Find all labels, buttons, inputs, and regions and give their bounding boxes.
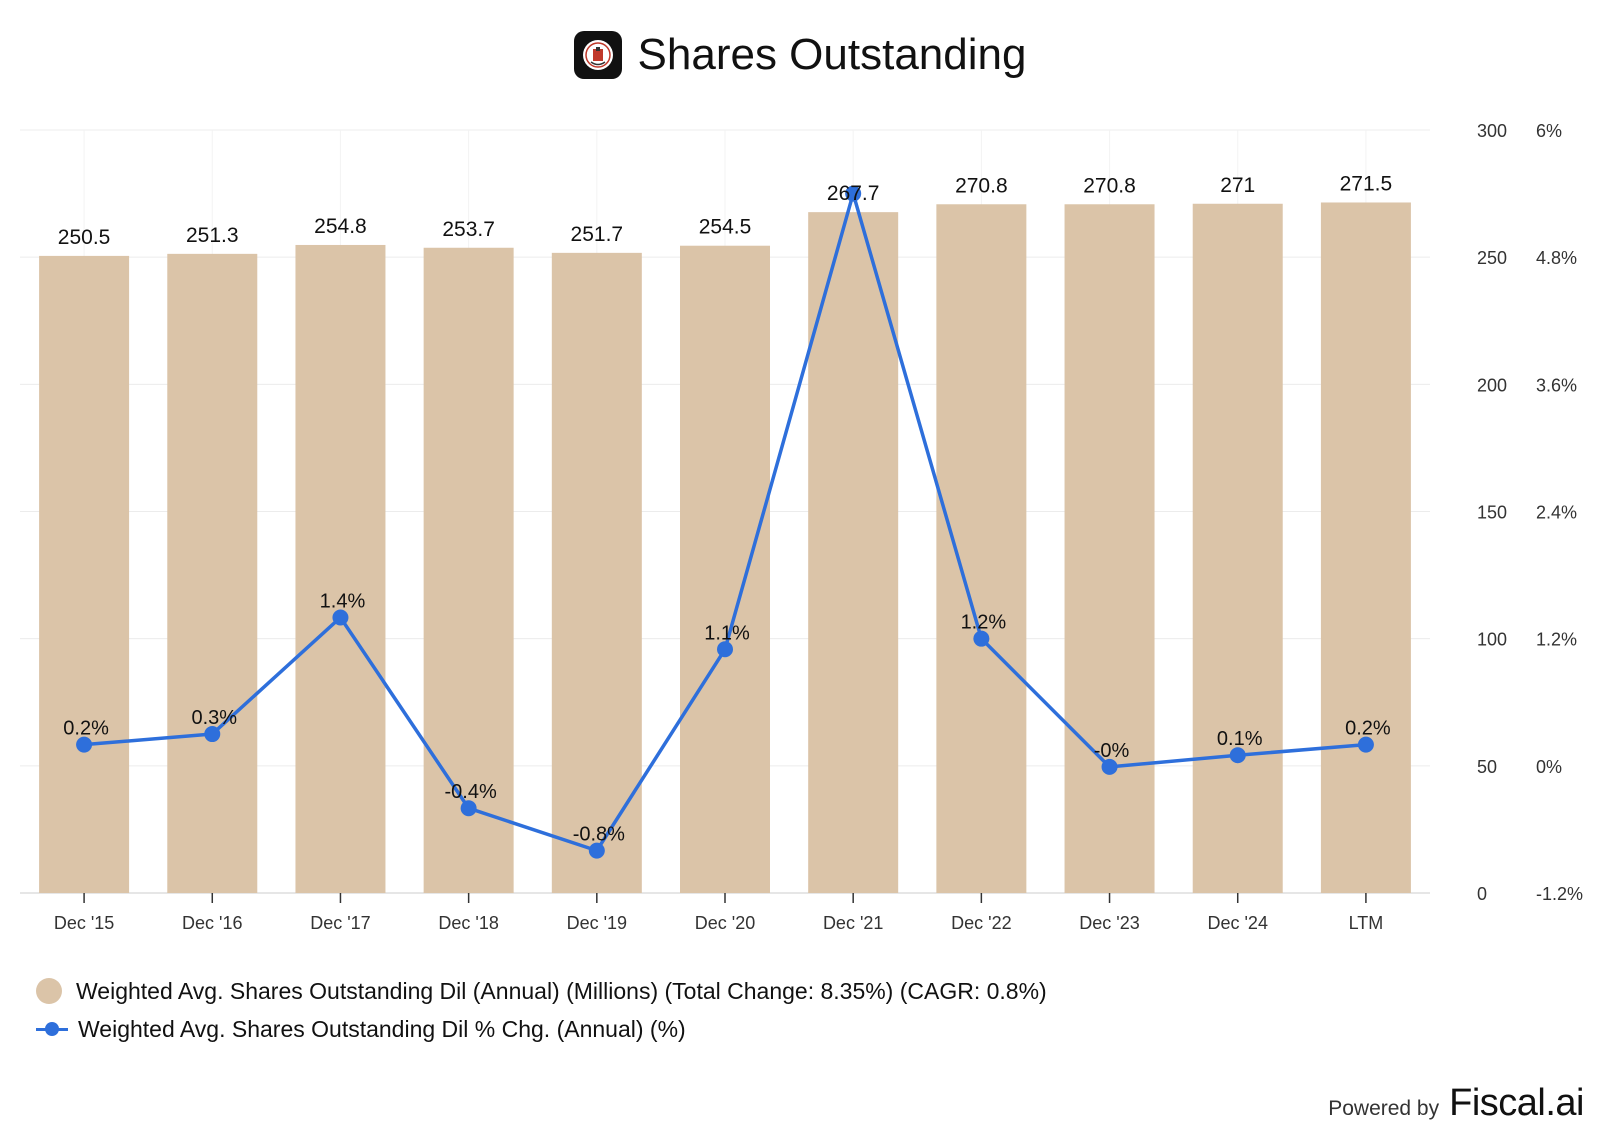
- bar: [39, 255, 130, 893]
- line-point: [845, 185, 862, 202]
- legend-item-line[interactable]: Weighted Avg. Shares Outstanding Dil % C…: [36, 1010, 1047, 1048]
- line-point: [1101, 758, 1118, 775]
- bar-value-label: 271: [1220, 174, 1255, 197]
- x-axis-tick-label: LTM: [1349, 913, 1384, 933]
- x-axis-tick-label: Dec '15: [54, 913, 114, 933]
- x-axis-tick-label: Dec '21: [823, 913, 883, 933]
- bar-value-label: 271.5: [1340, 172, 1393, 195]
- bar: [680, 245, 770, 893]
- line-value-label: 0.3%: [191, 707, 237, 729]
- x-axis-tick-label: Dec '16: [182, 913, 242, 933]
- line-point: [1357, 736, 1374, 753]
- y-right-tick-label: 1.2%: [1536, 630, 1577, 650]
- brand-logo-text: Fiscal.ai: [1449, 1082, 1584, 1124]
- y-right-tick-label: 2.4%: [1536, 503, 1577, 523]
- line-point: [76, 736, 93, 753]
- line-value-label: -0%: [1094, 740, 1130, 762]
- bar: [1192, 203, 1283, 894]
- line-value-label: 0.2%: [63, 718, 109, 740]
- legend-item-bars[interactable]: Weighted Avg. Shares Outstanding Dil (An…: [36, 972, 1047, 1010]
- bar: [1064, 204, 1155, 894]
- legend-label: Weighted Avg. Shares Outstanding Dil % C…: [78, 1015, 686, 1042]
- y-right-tick-label: 6%: [1536, 121, 1562, 141]
- chart-title: Shares Outstanding: [637, 30, 1027, 79]
- line-point: [460, 800, 477, 817]
- x-axis-tick-label: Dec '24: [1207, 913, 1267, 933]
- bar-value-label: 267.7: [827, 182, 880, 205]
- x-axis-tick-label: Dec '18: [438, 913, 498, 933]
- y-left-tick-label: 0: [1477, 884, 1487, 904]
- chart-legend: Weighted Avg. Shares Outstanding Dil (An…: [36, 972, 1047, 1048]
- y-left-tick-label: 150: [1477, 503, 1507, 523]
- chart-header: Shares Outstanding: [0, 30, 1600, 80]
- line-value-label: 1.2%: [961, 612, 1007, 634]
- x-axis-tick-label: Dec '17: [310, 913, 370, 933]
- bar: [808, 212, 899, 894]
- x-axis-tick-label: Dec '23: [1079, 913, 1139, 933]
- line-value-label: 0.2%: [1345, 718, 1391, 740]
- bar-value-label: 250.5: [58, 226, 111, 249]
- y-left-tick-label: 300: [1477, 121, 1507, 141]
- y-right-tick-label: 0%: [1536, 757, 1562, 777]
- legend-line-swatch-icon: [36, 1016, 68, 1042]
- line-point: [1229, 747, 1246, 764]
- y-right-tick-label: 3.6%: [1536, 375, 1577, 395]
- bar-value-label: 270.8: [1083, 174, 1136, 197]
- line-value-label: -0.8%: [573, 824, 625, 846]
- bar-value-label: 270.8: [955, 174, 1008, 197]
- legend-label: Weighted Avg. Shares Outstanding Dil (An…: [76, 977, 1047, 1004]
- line-value-label: 0.1%: [1217, 728, 1263, 750]
- bar-value-label: 254.8: [314, 215, 367, 238]
- line-point: [973, 630, 990, 647]
- bar-value-label: 254.5: [699, 216, 752, 239]
- bar-value-label: 251.7: [571, 223, 624, 246]
- y-left-tick-label: 200: [1477, 375, 1507, 395]
- bar: [167, 253, 258, 893]
- line-point: [204, 726, 221, 743]
- powered-by-text: Powered by: [1328, 1097, 1440, 1120]
- x-axis-tick-label: Dec '20: [695, 913, 755, 933]
- x-axis-tick-label: Dec '19: [567, 913, 627, 933]
- x-axis-tick-label: Dec '22: [951, 913, 1011, 933]
- line-point: [332, 609, 349, 626]
- bar: [1320, 202, 1411, 894]
- line-point: [717, 641, 733, 658]
- bar: [936, 204, 1027, 894]
- bar: [295, 244, 386, 893]
- y-left-tick-label: 100: [1477, 630, 1507, 650]
- bar: [423, 247, 514, 893]
- line-point: [588, 842, 605, 859]
- bar: [551, 252, 642, 893]
- legend-bar-swatch-icon: [36, 978, 62, 1004]
- bar-value-label: 251.3: [186, 224, 239, 247]
- line-value-label: 1.4%: [320, 590, 366, 612]
- y-right-tick-label: 4.8%: [1536, 248, 1577, 268]
- y-right-tick-label: -1.2%: [1536, 884, 1583, 904]
- line-value-label: -0.4%: [445, 781, 497, 803]
- y-left-tick-label: 250: [1477, 248, 1507, 268]
- line-value-label: 1.1%: [704, 622, 750, 644]
- company-logo-icon: [573, 31, 622, 79]
- bar-value-label: 253.7: [442, 218, 495, 241]
- brand-footer[interactable]: Powered by Fiscal.ai: [1328, 1082, 1584, 1125]
- y-left-tick-label: 50: [1477, 757, 1497, 777]
